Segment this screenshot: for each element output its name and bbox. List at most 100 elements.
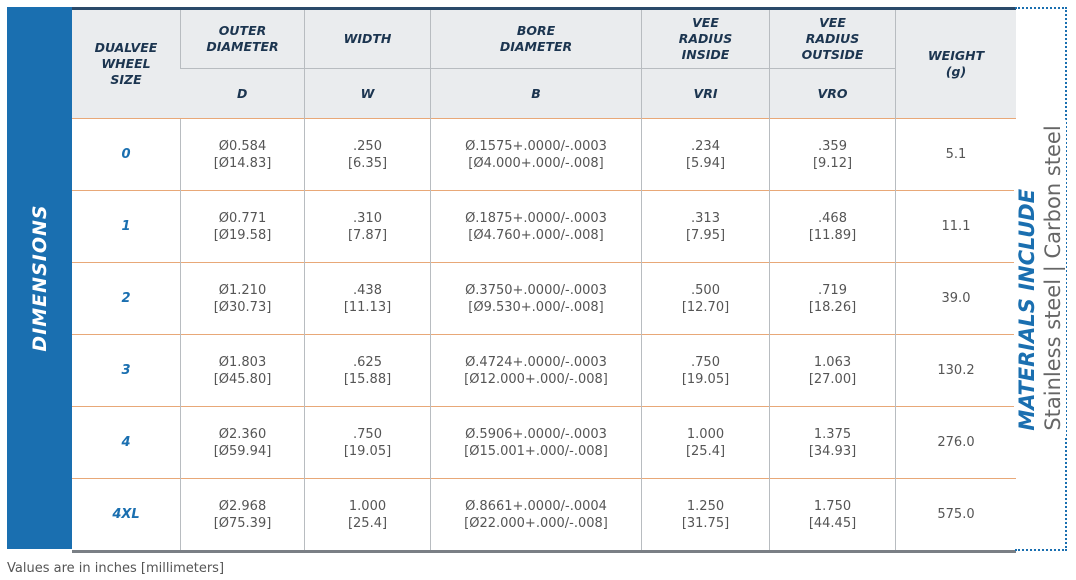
cell-line: Ø.8661+.0000/-.0004 bbox=[465, 498, 607, 514]
dimension-table: DUALVEE WHEEL SIZE OUTER DIAMETER WIDTH BORE DI… bbox=[72, 7, 1016, 553]
cell: 39.0 bbox=[895, 262, 1016, 335]
header-symbol: W bbox=[304, 68, 431, 119]
cell-line: .234 bbox=[691, 138, 720, 154]
header-cell: VEE RADIUS INSIDE bbox=[641, 8, 770, 69]
cell: .359 [9.12] bbox=[769, 118, 896, 191]
header-line: VEE bbox=[692, 15, 719, 30]
cell-line: [27.00] bbox=[808, 371, 857, 387]
cell: 575.0 bbox=[895, 478, 1016, 552]
cell: .234 [5.94] bbox=[641, 118, 770, 191]
cell-line: [Ø9.530+.000/-.008] bbox=[468, 299, 604, 315]
cell: 1.250 [31.75] bbox=[641, 478, 770, 552]
cell: .719 [18.26] bbox=[769, 262, 896, 335]
cell-line: [25.4] bbox=[347, 515, 388, 531]
cell: Ø.1575+.0000/-.0003 [Ø4.000+.000/-.008] bbox=[430, 118, 642, 191]
header-line: DIAMETER bbox=[499, 39, 573, 54]
cell: 1.000 [25.4] bbox=[304, 478, 431, 552]
cell-line: .359 bbox=[818, 138, 847, 154]
cell-line: Ø1.210 bbox=[218, 282, 267, 298]
cell: 11.1 bbox=[895, 190, 1016, 263]
cell-line: 1.375 bbox=[813, 426, 852, 442]
footnote: Values are in inches [millimeters] bbox=[7, 561, 225, 576]
cell-line: [7.95] bbox=[685, 227, 726, 243]
header-row: DUALVEE WHEEL SIZE OUTER DIAMETER WIDTH BORE DI… bbox=[72, 8, 1016, 119]
cell: 1.375 [34.93] bbox=[769, 406, 896, 479]
cell-line: [9.12] bbox=[812, 155, 853, 171]
header-cell: OUTER DIAMETER bbox=[180, 8, 305, 69]
cell-line: [11.13] bbox=[343, 299, 392, 315]
cell-line: [12.70] bbox=[681, 299, 730, 315]
header-line: SIZE bbox=[110, 72, 142, 87]
cell-line: [Ø45.80] bbox=[213, 371, 272, 387]
cell: Ø1.210 [Ø30.73] bbox=[180, 262, 305, 335]
cell-line: .750 bbox=[691, 354, 720, 370]
cell: .468 [11.89] bbox=[769, 190, 896, 263]
cell-line: [11.89] bbox=[808, 227, 857, 243]
cell-line: .500 bbox=[691, 282, 720, 298]
cell: .625 [15.88] bbox=[304, 334, 431, 407]
bracket bbox=[1015, 7, 1067, 551]
cell: Ø0.771 [Ø19.58] bbox=[180, 190, 305, 263]
cell-line: [19.05] bbox=[681, 371, 730, 387]
cell-line: .719 bbox=[818, 282, 847, 298]
cell-line: [19.05] bbox=[343, 443, 392, 459]
size-cell: 2 bbox=[72, 262, 181, 335]
header-line: WIDTH bbox=[343, 31, 392, 46]
cell-line: [5.94] bbox=[685, 155, 726, 171]
cell-line: [31.75] bbox=[681, 515, 730, 531]
data-row: 4XL Ø2.968 [Ø75.39] 1.000 [25.4] Ø.8661+.0000… bbox=[72, 478, 1016, 552]
cell-line: [34.93] bbox=[808, 443, 857, 459]
header-line: VEE bbox=[819, 15, 846, 30]
cell: Ø.3750+.0000/-.0003 [Ø9.530+.000/-.008] bbox=[430, 262, 642, 335]
cell: Ø.4724+.0000/-.0003 [Ø12.000+.000/-.008] bbox=[430, 334, 642, 407]
cell: Ø1.803 [Ø45.80] bbox=[180, 334, 305, 407]
header-cell: WEIGHT (g) bbox=[895, 8, 1016, 119]
size-cell: 3 bbox=[72, 334, 181, 407]
cell: .750 [19.05] bbox=[304, 406, 431, 479]
header-line: DIAMETER bbox=[206, 39, 279, 54]
header-line: WEIGHT bbox=[927, 48, 985, 63]
cell: Ø.5906+.0000/-.0003 [Ø15.001+.000/-.008] bbox=[430, 406, 642, 479]
cell-line: [44.45] bbox=[808, 515, 857, 531]
cell-line: 1.063 bbox=[813, 354, 852, 370]
cell-line: [Ø59.94] bbox=[213, 443, 272, 459]
data-row: 3 Ø1.803 [Ø45.80] .625 [15.88] Ø.4724+.0000/-… bbox=[72, 334, 1016, 407]
cell-line: [Ø30.73] bbox=[213, 299, 272, 315]
cell-line: .468 bbox=[818, 210, 847, 226]
cell-line: .625 bbox=[353, 354, 382, 370]
cell: .310 [7.87] bbox=[304, 190, 431, 263]
cell-line: 1.000 bbox=[348, 498, 387, 514]
cell: 1.000 [25.4] bbox=[641, 406, 770, 479]
cell-line: [18.26] bbox=[808, 299, 857, 315]
cell: .750 [19.05] bbox=[641, 334, 770, 407]
cell-line: 1.250 bbox=[686, 498, 725, 514]
cell-line: Ø1.803 bbox=[218, 354, 267, 370]
header-sub-row: D W B VRI VRO bbox=[72, 68, 1016, 119]
cell-line: [Ø22.000+.000/-.008] bbox=[464, 515, 608, 531]
cell-line: 1.750 bbox=[813, 498, 852, 514]
header-line: OUTER bbox=[218, 23, 267, 38]
cell: .500 [12.70] bbox=[641, 262, 770, 335]
cell-line: [Ø19.58] bbox=[213, 227, 272, 243]
cell: Ø2.968 [Ø75.39] bbox=[180, 478, 305, 552]
header-cell: VEE RADIUS OUTSIDE bbox=[769, 8, 896, 69]
materials: MATERIALS INCLUDE Stainless steel | Carb… bbox=[1014, 119, 1066, 437]
header-line: RADIUS bbox=[678, 31, 733, 46]
size-cell: 4 bbox=[72, 406, 181, 479]
header-cell: DUALVEE WHEEL SIZE bbox=[72, 8, 181, 119]
cell-line: [7.87] bbox=[347, 227, 388, 243]
cell-line: Ø2.968 bbox=[218, 498, 267, 514]
materials-list: Stainless steel | Carbon steel bbox=[1041, 125, 1065, 431]
cell: 5.1 bbox=[895, 118, 1016, 191]
cell: 1.063 [27.00] bbox=[769, 334, 896, 407]
header-line: DUALVEE bbox=[94, 40, 158, 55]
header-symbol: VRO bbox=[769, 68, 896, 119]
cell-line: Ø2.360 bbox=[218, 426, 267, 442]
cell-line: [25.4] bbox=[685, 443, 726, 459]
header-line: INSIDE bbox=[681, 47, 730, 62]
cell-line: Ø0.771 bbox=[218, 210, 267, 226]
cell-line: [15.88] bbox=[343, 371, 392, 387]
cell: 130.2 bbox=[895, 334, 1016, 407]
header-cell: BORE DIAMETER bbox=[430, 8, 642, 69]
